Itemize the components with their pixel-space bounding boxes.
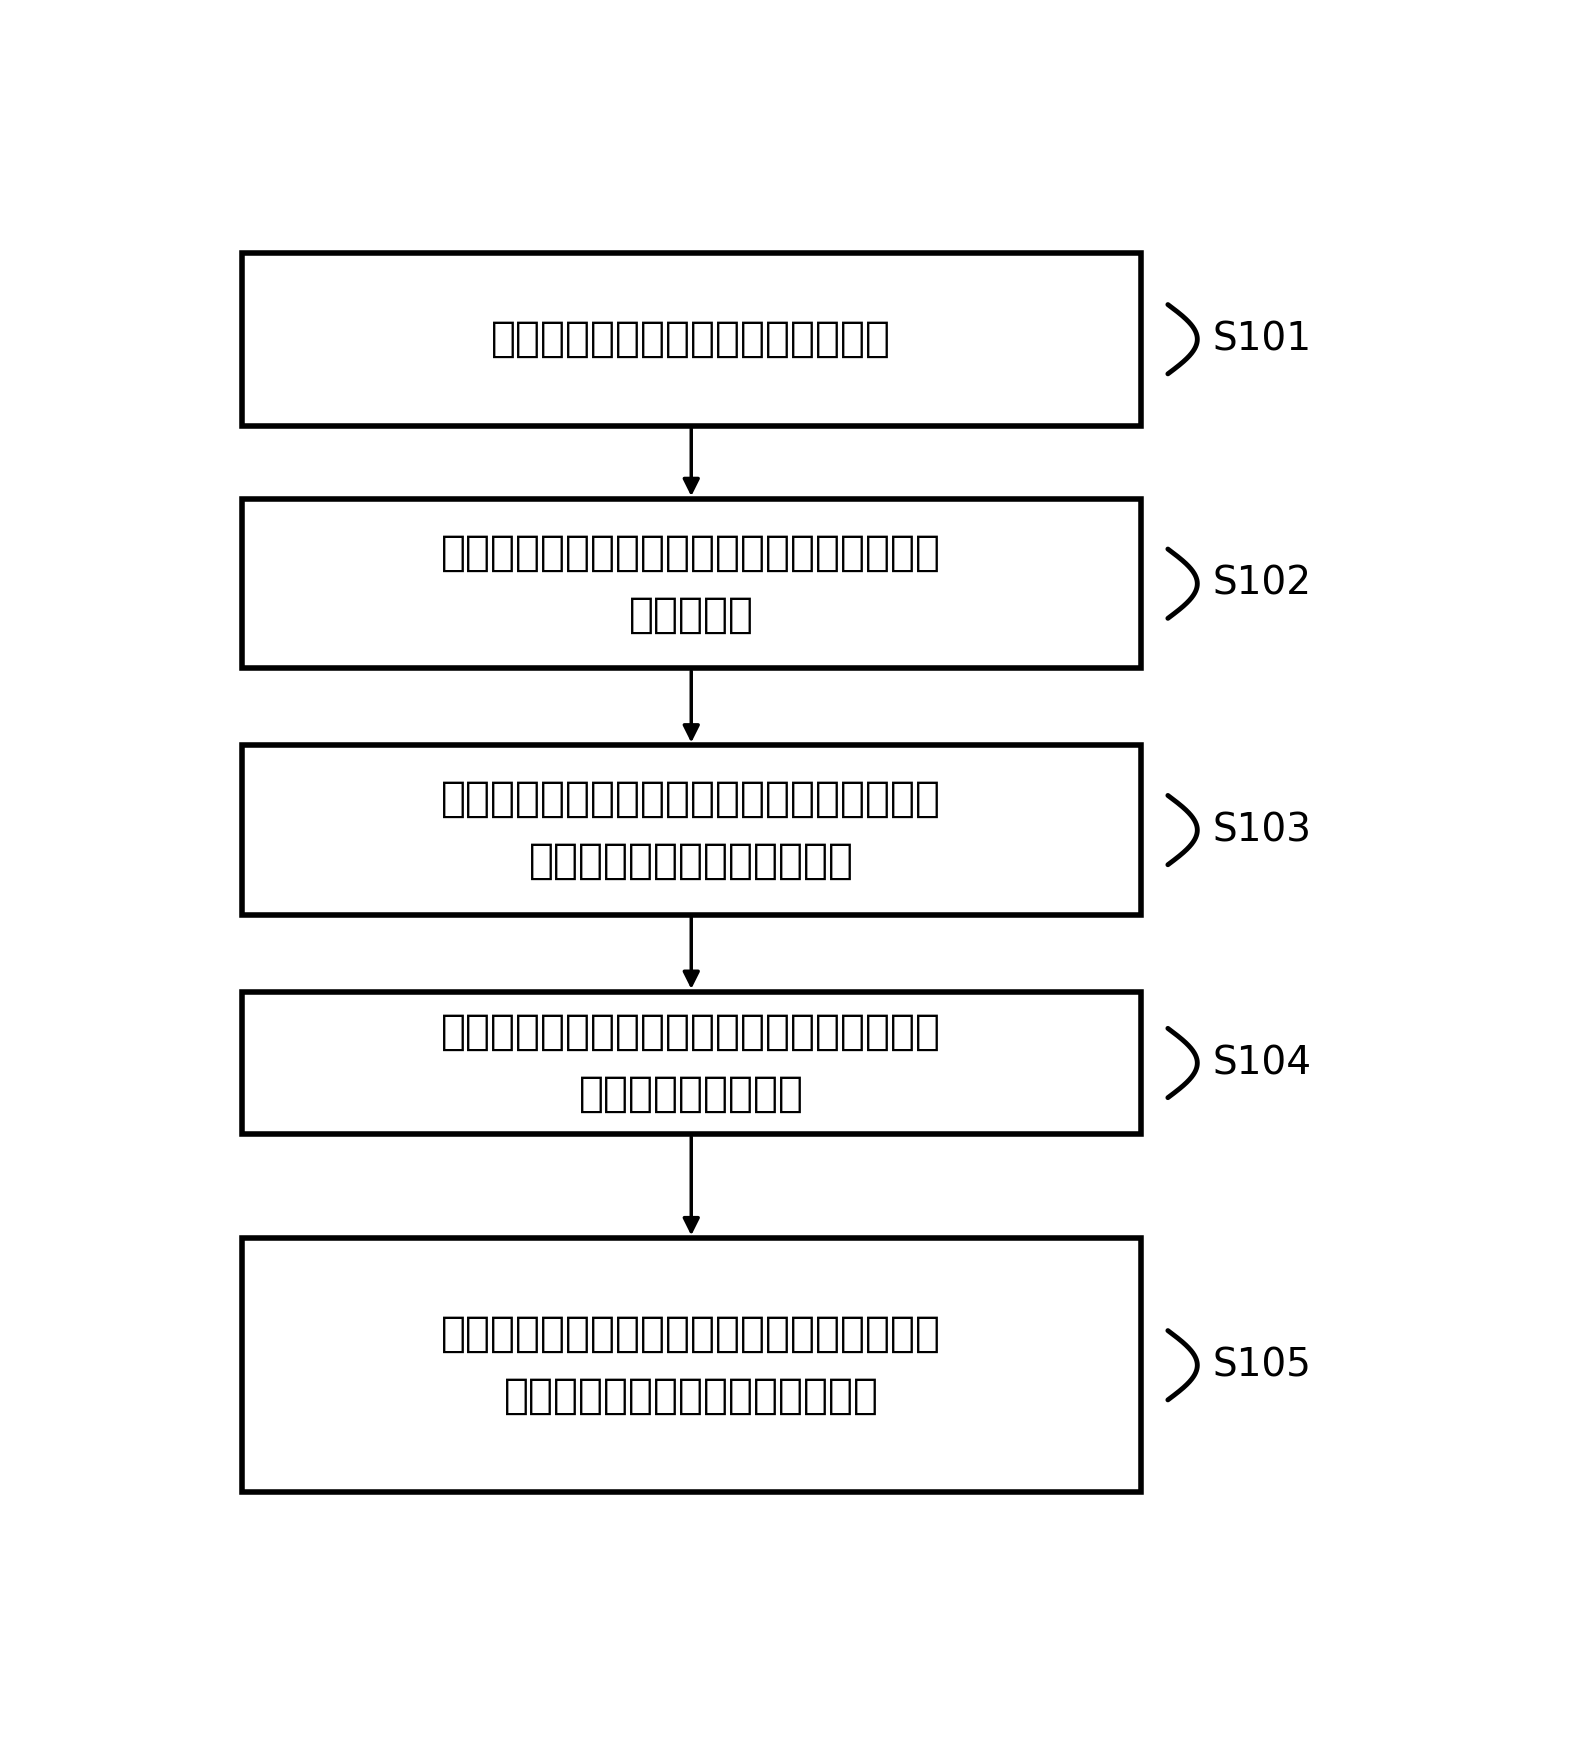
Text: 将所有边缘设计数据映射至晶圆图像，得到多
个晶圆边缘参考数据: 将所有边缘设计数据映射至晶圆图像，得到多 个晶圆边缘参考数据	[441, 1011, 941, 1114]
Bar	[242, 1239, 1141, 1493]
Text: S101: S101	[1212, 321, 1313, 357]
Text: 根据所有晶圆边缘参考数据和所有晶圆边缘数
据对晶圆进行检测，得到检测结果: 根据所有晶圆边缘参考数据和所有晶圆边缘数 据对晶圆进行检测，得到检测结果	[441, 1314, 941, 1417]
Text: 根据晶圆图像进行边缘特征提取，得到多个晶
圆边缘数据: 根据晶圆图像进行边缘特征提取，得到多个晶 圆边缘数据	[441, 533, 941, 636]
Text: S105: S105	[1212, 1346, 1311, 1384]
Text: 获取晶圆的设计图纸文件，根据设计图纸文件
获取晶圆的多个边缘设计数据: 获取晶圆的设计图纸文件，根据设计图纸文件 获取晶圆的多个边缘设计数据	[441, 778, 941, 881]
Bar	[242, 992, 1141, 1134]
Text: S103: S103	[1212, 811, 1311, 850]
Text: S102: S102	[1212, 564, 1311, 603]
Bar	[242, 745, 1141, 915]
Text: 对晶圆进行光学成像，得到晶圆图像: 对晶圆进行光学成像，得到晶圆图像	[491, 319, 890, 361]
Text: S104: S104	[1212, 1044, 1311, 1083]
Bar	[242, 499, 1141, 669]
Bar	[242, 252, 1141, 426]
